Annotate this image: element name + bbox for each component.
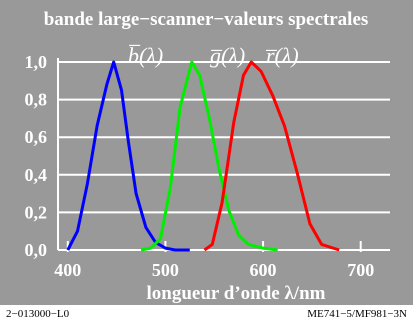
y-tick-labels: 0,0 0,2 0,4 0,6 0,8 1,0 — [25, 52, 48, 260]
series-line-1 — [140, 60, 278, 252]
y-tick-label-1: 0,2 — [25, 202, 48, 222]
footer-right-code: ME741−5/MF981−3N — [307, 308, 407, 320]
legend-label-1: g̅(λ) — [210, 43, 245, 68]
legend-label-2: r̅(λ) — [265, 43, 298, 68]
spectral-chart: bande large−scanner−valeurs spectrales 0… — [0, 0, 413, 305]
legend-label-0: b̅(λ) — [128, 43, 163, 68]
legend: b̅(λ) g̅(λ) r̅(λ) — [128, 43, 299, 68]
x-axis-label: longueur d’onde λ/nm — [147, 283, 326, 304]
y-tick-label-0: 0,0 — [25, 240, 48, 260]
chart-background — [0, 0, 413, 305]
footer-left-code: 2−013000−L0 — [6, 308, 70, 320]
chart-title: bande large−scanner−valeurs spectrales — [44, 9, 369, 30]
y-tick-label-4: 0,8 — [25, 90, 48, 110]
x-tick-label-3: 700 — [347, 260, 374, 280]
series-line-2 — [203, 60, 340, 252]
x-tick-label-0: 400 — [54, 260, 81, 280]
y-tick-label-3: 0,6 — [25, 127, 48, 147]
series-line-0 — [66, 60, 190, 252]
series-lines — [66, 60, 340, 252]
grid — [57, 58, 390, 252]
x-tick-label-2: 600 — [250, 260, 277, 280]
x-tick-labels: 400 500 600 700 — [54, 260, 374, 280]
y-tick-label-2: 0,4 — [25, 165, 48, 185]
y-tick-label-5: 1,0 — [25, 52, 48, 72]
x-tick-label-1: 500 — [152, 260, 179, 280]
